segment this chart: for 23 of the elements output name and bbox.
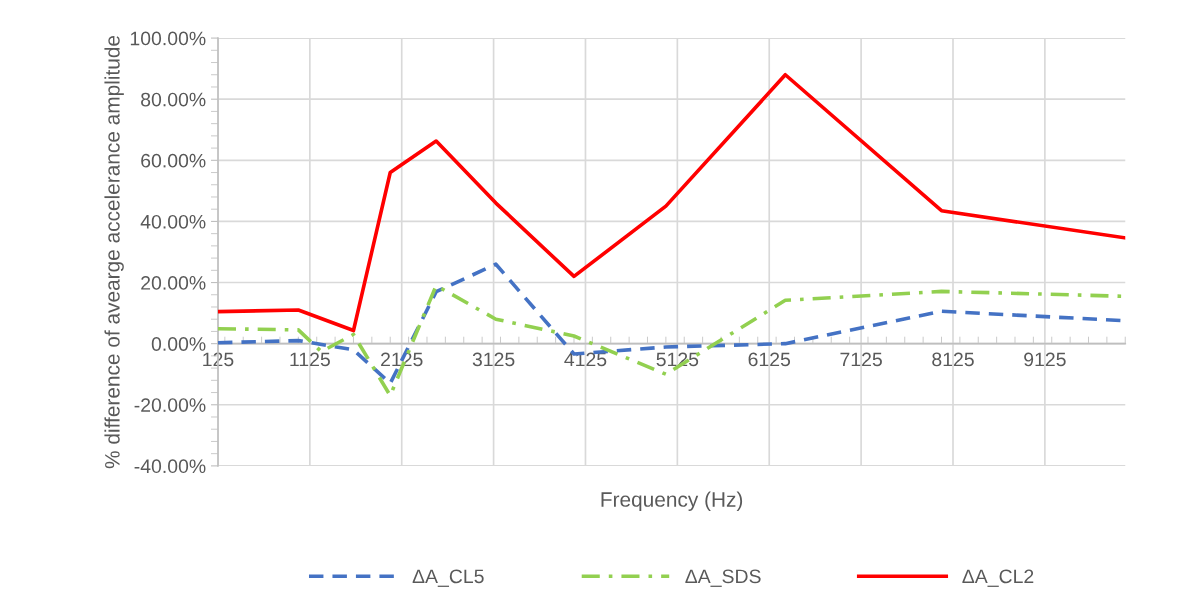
y-axis-title: % difference of avearge accelerance amplitude <box>104 35 124 469</box>
x-axis-title: Frequency (Hz) <box>601 491 743 511</box>
y-tick-label: 80.00% <box>141 92 206 107</box>
y-tick-label: 60.00% <box>141 153 206 168</box>
x-tick-label: 8125 <box>932 352 974 367</box>
y-tick-label: 40.00% <box>140 214 206 229</box>
legend-label: ΔA_CL2 <box>962 569 1034 587</box>
y-tick-label: -40.00% <box>134 459 206 474</box>
x-tick-label: 125 <box>203 352 234 367</box>
y-tick-label: 100.00% <box>130 31 206 46</box>
y-tick-label: -20.00% <box>134 398 206 413</box>
legend-label: ΔA_SDS <box>685 569 761 587</box>
x-tick-label: 5125 <box>656 352 699 367</box>
line-series <box>217 72 1126 333</box>
y-tick-label: 20.00% <box>141 276 206 290</box>
x-tick-label: 9125 <box>1024 352 1066 367</box>
x-tick-label: 6125 <box>748 352 791 367</box>
x-tick-label: 4125 <box>564 352 607 367</box>
x-tick-label: 7125 <box>840 352 882 367</box>
x-tick-label: 1125 <box>290 352 330 367</box>
x-tick-label: 3125 <box>472 352 515 367</box>
legend-label: ΔA_CL5 <box>412 569 484 587</box>
y-tick-label: 0.00% <box>151 337 206 351</box>
